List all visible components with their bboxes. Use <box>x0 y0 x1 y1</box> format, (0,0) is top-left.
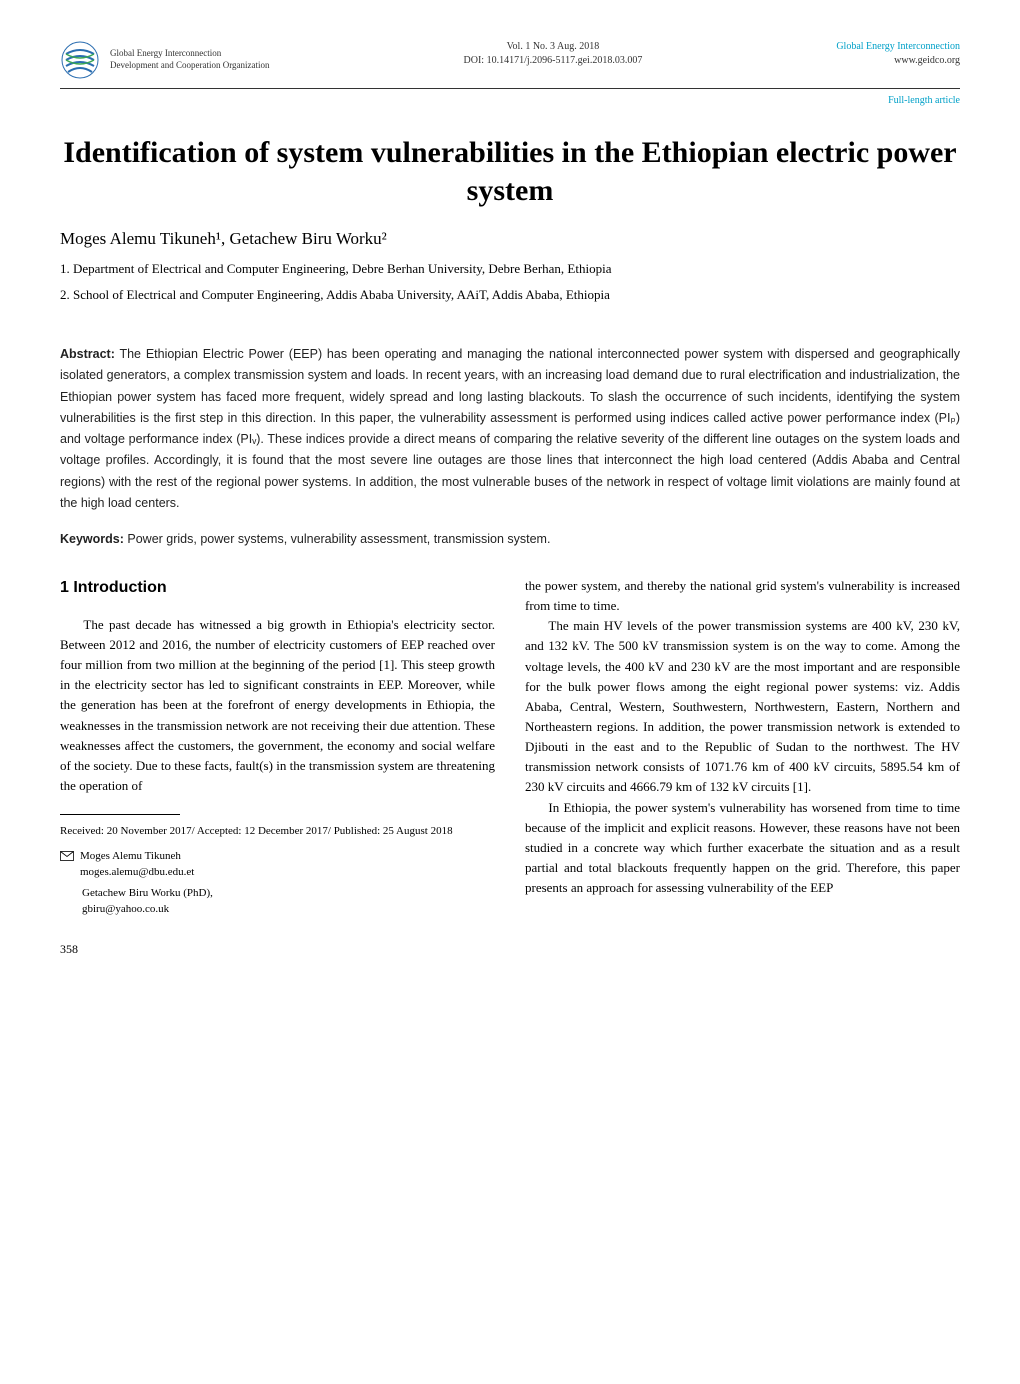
intro-para-right-2: The main HV levels of the power transmis… <box>525 616 960 797</box>
volume-issue: Vol. 1 No. 3 Aug. 2018 <box>464 40 643 54</box>
corr1-name: Moges Alemu Tikuneh <box>80 848 194 865</box>
left-column: 1 Introduction The past decade has witne… <box>60 576 495 922</box>
footnote-block: Received: 20 November 2017/ Accepted: 12… <box>60 823 495 918</box>
envelope-icon <box>60 851 74 861</box>
corr1-email: moges.alemu@dbu.edu.et <box>80 864 194 881</box>
publication-url: www.geidco.org <box>836 54 960 68</box>
keywords-label: Keywords: <box>60 532 124 546</box>
header-center-block: Vol. 1 No. 3 Aug. 2018 DOI: 10.14171/j.2… <box>464 40 643 68</box>
publisher-line2: Development and Cooperation Organization <box>110 60 270 72</box>
abstract-block: Abstract: The Ethiopian Electric Power (… <box>60 344 960 514</box>
affiliation-1: 1. Department of Electrical and Computer… <box>60 259 960 279</box>
doi: DOI: 10.14171/j.2096-5117.gei.2018.03.00… <box>464 54 643 68</box>
corresponding-author-2: Getachew Biru Worku (PhD), gbiru@yahoo.c… <box>82 885 495 918</box>
globe-logo-icon <box>60 40 100 80</box>
publisher-info: Global Energy Interconnection Developmen… <box>110 48 270 71</box>
section-1-heading: 1 Introduction <box>60 576 495 601</box>
footnote-separator <box>60 814 180 815</box>
right-column: the power system, and thereby the nation… <box>525 576 960 922</box>
header-left-block: Global Energy Interconnection Developmen… <box>60 40 270 80</box>
page-header: Global Energy Interconnection Developmen… <box>60 40 960 89</box>
publisher-line1: Global Energy Interconnection <box>110 48 270 60</box>
intro-para-right-1: the power system, and thereby the nation… <box>525 576 960 616</box>
abstract-text: The Ethiopian Electric Power (EEP) has b… <box>60 347 960 510</box>
publication-name: Global Energy Interconnection <box>836 40 960 54</box>
header-right-block: Global Energy Interconnection www.geidco… <box>836 40 960 68</box>
corr2-email: gbiru@yahoo.co.uk <box>82 901 495 918</box>
intro-para-left: The past decade has witnessed a big grow… <box>60 615 495 796</box>
keywords-text: Power grids, power systems, vulnerabilit… <box>127 532 550 546</box>
abstract-label: Abstract: <box>60 347 115 361</box>
article-type-label: Full-length article <box>60 95 960 106</box>
body-two-column: 1 Introduction The past decade has witne… <box>60 576 960 922</box>
corr2-name: Getachew Biru Worku (PhD), <box>82 885 495 902</box>
keywords-block: Keywords: Power grids, power systems, vu… <box>60 532 960 546</box>
corresponding-author-1: Moges Alemu Tikuneh moges.alemu@dbu.edu.… <box>60 848 495 881</box>
authors-line: Moges Alemu Tikuneh¹, Getachew Biru Work… <box>60 229 960 249</box>
article-title: Identification of system vulnerabilities… <box>60 134 960 209</box>
page-number: 358 <box>60 942 960 957</box>
affiliation-2: 2. School of Electrical and Computer Eng… <box>60 285 960 305</box>
intro-para-right-3: In Ethiopia, the power system's vulnerab… <box>525 798 960 899</box>
received-dates: Received: 20 November 2017/ Accepted: 12… <box>60 823 495 840</box>
